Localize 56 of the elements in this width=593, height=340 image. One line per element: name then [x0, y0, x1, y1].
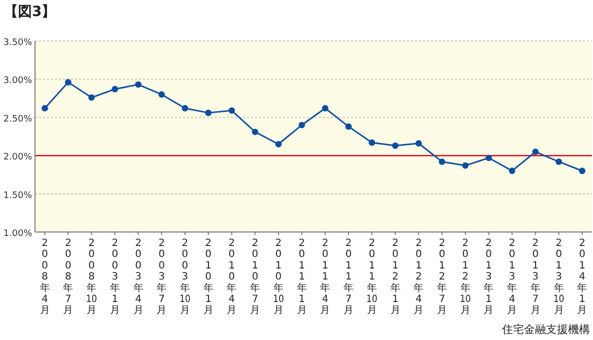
point	[64, 79, 72, 86]
point	[182, 105, 188, 112]
y-tick-label: 2.50%	[3, 114, 32, 124]
point	[556, 158, 562, 165]
point	[158, 91, 165, 98]
point	[438, 158, 446, 165]
x-tick-label: 2012年7月	[437, 238, 448, 316]
x-tick-label: 2010年7月	[250, 238, 260, 316]
point	[462, 162, 469, 169]
x-tick-label: 2011年4月	[320, 238, 330, 316]
x-tick-label: 2003年1月	[110, 238, 120, 316]
point	[508, 168, 516, 174]
x-tick-label: 2013年1月	[484, 238, 494, 316]
point	[88, 94, 95, 101]
chart-title: 【図3】	[4, 4, 56, 20]
point	[112, 86, 118, 92]
x-tick-label: 2011年10月	[366, 238, 380, 316]
text: 住宅金融支援機構	[502, 323, 590, 336]
x-tick-label: 2010年4月	[226, 238, 237, 316]
point	[415, 140, 422, 147]
x-tick-label: 2013年4月	[507, 238, 518, 316]
point	[275, 140, 282, 148]
x-tick-label: 2013年10月	[553, 238, 566, 316]
y-tick-label: 2.00%	[3, 152, 32, 163]
y-tick-label: 1.50%	[3, 190, 32, 201]
x-tick-label: 2010年1月	[203, 238, 214, 316]
point	[135, 81, 142, 88]
x-tick-label: 2012年10月	[460, 238, 473, 316]
point	[368, 139, 376, 146]
point	[42, 105, 48, 112]
y-tick-label: 3.00%	[3, 76, 32, 86]
y-tick-label: 3.50%	[3, 38, 32, 48]
point	[228, 107, 235, 114]
point	[205, 110, 212, 116]
point	[578, 168, 586, 174]
point	[322, 105, 328, 112]
x-tick-label: 2008年4月	[40, 238, 50, 316]
x-tick-label: 2010年10月	[272, 238, 286, 316]
point	[532, 148, 539, 155]
x-tick-label: 2008年10月	[86, 238, 99, 316]
x-tick-label: 2013年7月	[530, 238, 540, 316]
y-tick-label: 1.00%	[3, 229, 32, 239]
point	[486, 154, 492, 162]
x-tick-label: 2003年10月	[179, 238, 192, 316]
point	[392, 142, 398, 149]
point	[298, 122, 306, 128]
point	[252, 128, 258, 136]
x-tick-label: 2008年7月	[63, 238, 74, 316]
x-tick-label: 2003年4月	[133, 238, 144, 316]
x-tick-label: 2014年1月	[577, 238, 588, 316]
x-tick-label: 2012年4月	[414, 238, 424, 316]
x-tick-label: 2011年1月	[296, 238, 307, 316]
x-tick-label: 2012年1月	[390, 238, 400, 316]
x-tick-label: 2011年7月	[344, 238, 354, 316]
point	[345, 123, 352, 130]
x-tick-label: 2003年7月	[156, 238, 167, 316]
